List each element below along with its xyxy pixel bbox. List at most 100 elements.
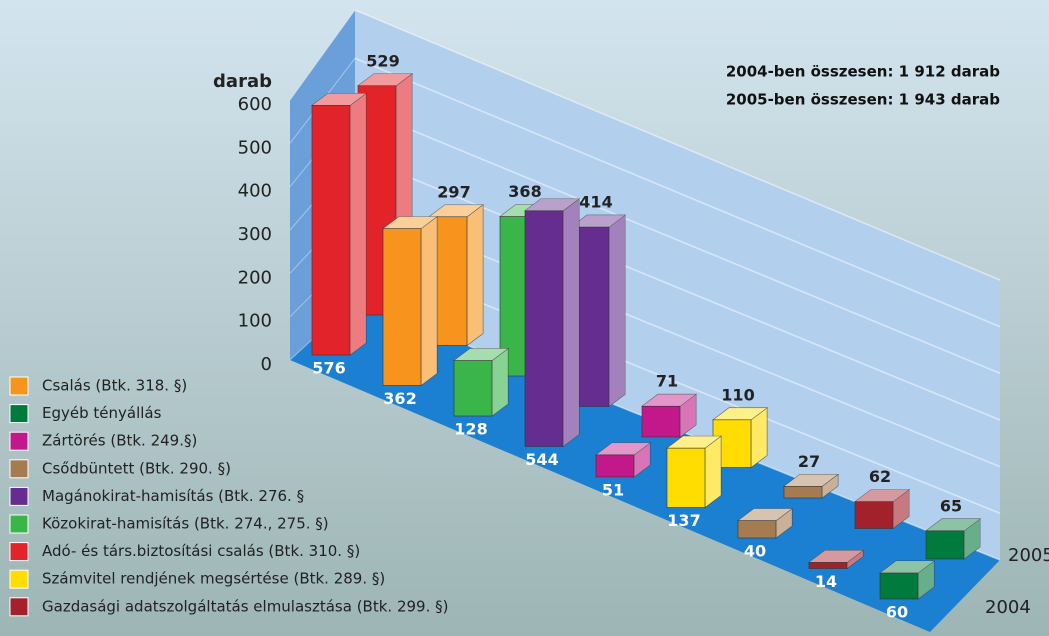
data-label: 62: [869, 467, 891, 486]
bar-top-shade: [429, 204, 483, 217]
legend-swatch: [9, 542, 29, 562]
data-label: 362: [383, 389, 416, 408]
bar-top-shade: [383, 216, 437, 229]
bar-top-shade: [880, 561, 934, 573]
bar: [666, 447, 706, 508]
bar-side-shade: [918, 561, 934, 599]
data-label: 14: [815, 572, 837, 591]
bar-top-shade: [855, 489, 909, 502]
legend-label: Számvitel rendjének megsértése (Btk. 289…: [42, 570, 385, 588]
bar-side-shade: [467, 204, 483, 346]
bar: [641, 405, 681, 438]
annotation: 2005-ben összesen: 1 943 darab: [726, 91, 1000, 109]
bar-top-shade: [571, 215, 625, 228]
bar-side-shade: [421, 216, 437, 386]
y-tick-label: 0: [261, 354, 272, 375]
legend-swatch: [9, 459, 29, 479]
legend-label: Egyéb tényállás: [42, 404, 162, 422]
y-tick-label: 300: [238, 224, 272, 245]
grid-line: [354, 57, 1001, 328]
data-label: 137: [667, 511, 700, 530]
bar: [737, 520, 777, 539]
data-label: 414: [579, 193, 612, 212]
y-tick-label: 100: [238, 311, 272, 332]
bar-top-shade: [642, 394, 696, 407]
legend-swatch: [9, 597, 29, 617]
data-label: 529: [366, 51, 399, 70]
data-label: 60: [886, 603, 908, 622]
bar-top-shade: [926, 518, 980, 531]
bar-side-shade: [609, 215, 625, 407]
bar: [879, 572, 919, 600]
bar-side-shade: [751, 407, 767, 468]
bar-side-shade: [563, 198, 579, 447]
y-tick-label: 200: [238, 267, 272, 288]
bar: [453, 360, 493, 417]
tick-line: [289, 9, 356, 101]
bar-side-shade: [776, 508, 792, 538]
legend-swatch: [9, 404, 29, 424]
bar: [382, 228, 422, 386]
bar-top-shade: [312, 93, 366, 106]
legend-swatch: [9, 514, 29, 534]
legend-swatch: [9, 376, 29, 396]
bar-side-shade: [847, 550, 863, 569]
data-label: 297: [437, 182, 470, 201]
bar-side-shade: [634, 442, 650, 477]
bar-side-shade: [705, 436, 721, 508]
y-axis-label: darab: [213, 71, 272, 92]
bar-top-shade: [809, 550, 863, 563]
data-label: 544: [525, 450, 558, 469]
legend-swatch: [9, 431, 29, 451]
back-wall: [355, 10, 1000, 560]
grid-line: [354, 9, 1001, 281]
data-label: 51: [602, 481, 624, 500]
bar-top-shade: [713, 407, 767, 420]
bar-side-shade: [822, 474, 838, 498]
bar: [311, 105, 351, 356]
data-label: 110: [721, 385, 754, 404]
y-tick-label: 500: [238, 137, 272, 158]
bar-top-shade: [596, 442, 650, 455]
data-label: 40: [744, 542, 766, 561]
bar-side-shade: [680, 394, 696, 437]
data-label: 27: [798, 452, 820, 471]
bar: [808, 562, 848, 569]
data-label: 576: [312, 359, 345, 378]
y-tick-label: 600: [238, 94, 272, 115]
legend-label: Csődbüntett (Btk. 290. §): [42, 459, 231, 477]
bar-top-shade: [667, 436, 721, 449]
legend-label: Gazdasági adatszolgáltatás elmulasztása …: [42, 597, 448, 615]
legend-swatch: [9, 569, 29, 589]
bar: [854, 501, 894, 529]
legend-label: Csalás (Btk. 318. §): [42, 377, 187, 395]
bar: [524, 210, 564, 447]
bar-side-shade: [964, 518, 980, 559]
bar-top-shade: [358, 73, 412, 86]
legend-label: Magánokirat-hamisítás (Btk. 276. §: [42, 487, 304, 505]
bar: [595, 454, 635, 478]
legend-label: Közokirat-hamisítás (Btk. 274., 275. §): [42, 515, 329, 533]
bar-top-shade: [784, 474, 838, 487]
bar-top-shade: [454, 348, 508, 361]
bar-side-shade: [350, 93, 366, 356]
bar-top-shade: [525, 198, 579, 211]
data-label: 65: [940, 496, 962, 515]
grid-line: [354, 154, 1001, 421]
legend-label: Zártörés (Btk. 249.§): [42, 432, 197, 450]
bar: [925, 530, 965, 560]
legend-swatch: [9, 486, 29, 506]
data-label: 128: [454, 420, 487, 439]
y-tick-label: 400: [238, 181, 272, 202]
data-label: 71: [656, 372, 678, 391]
bar: [783, 485, 823, 499]
grid-line: [354, 105, 1001, 375]
bar-top-shade: [738, 508, 792, 521]
legend-label: Adó- és társ.biztosítási csalás (Btk. 31…: [42, 542, 360, 560]
bar-side-shade: [893, 489, 909, 529]
annotation: 2004-ben összesen: 1 912 darab: [726, 63, 1000, 81]
bar-side-shade: [492, 348, 508, 416]
series-label: 2004: [985, 597, 1031, 618]
data-label: 368: [508, 182, 541, 201]
